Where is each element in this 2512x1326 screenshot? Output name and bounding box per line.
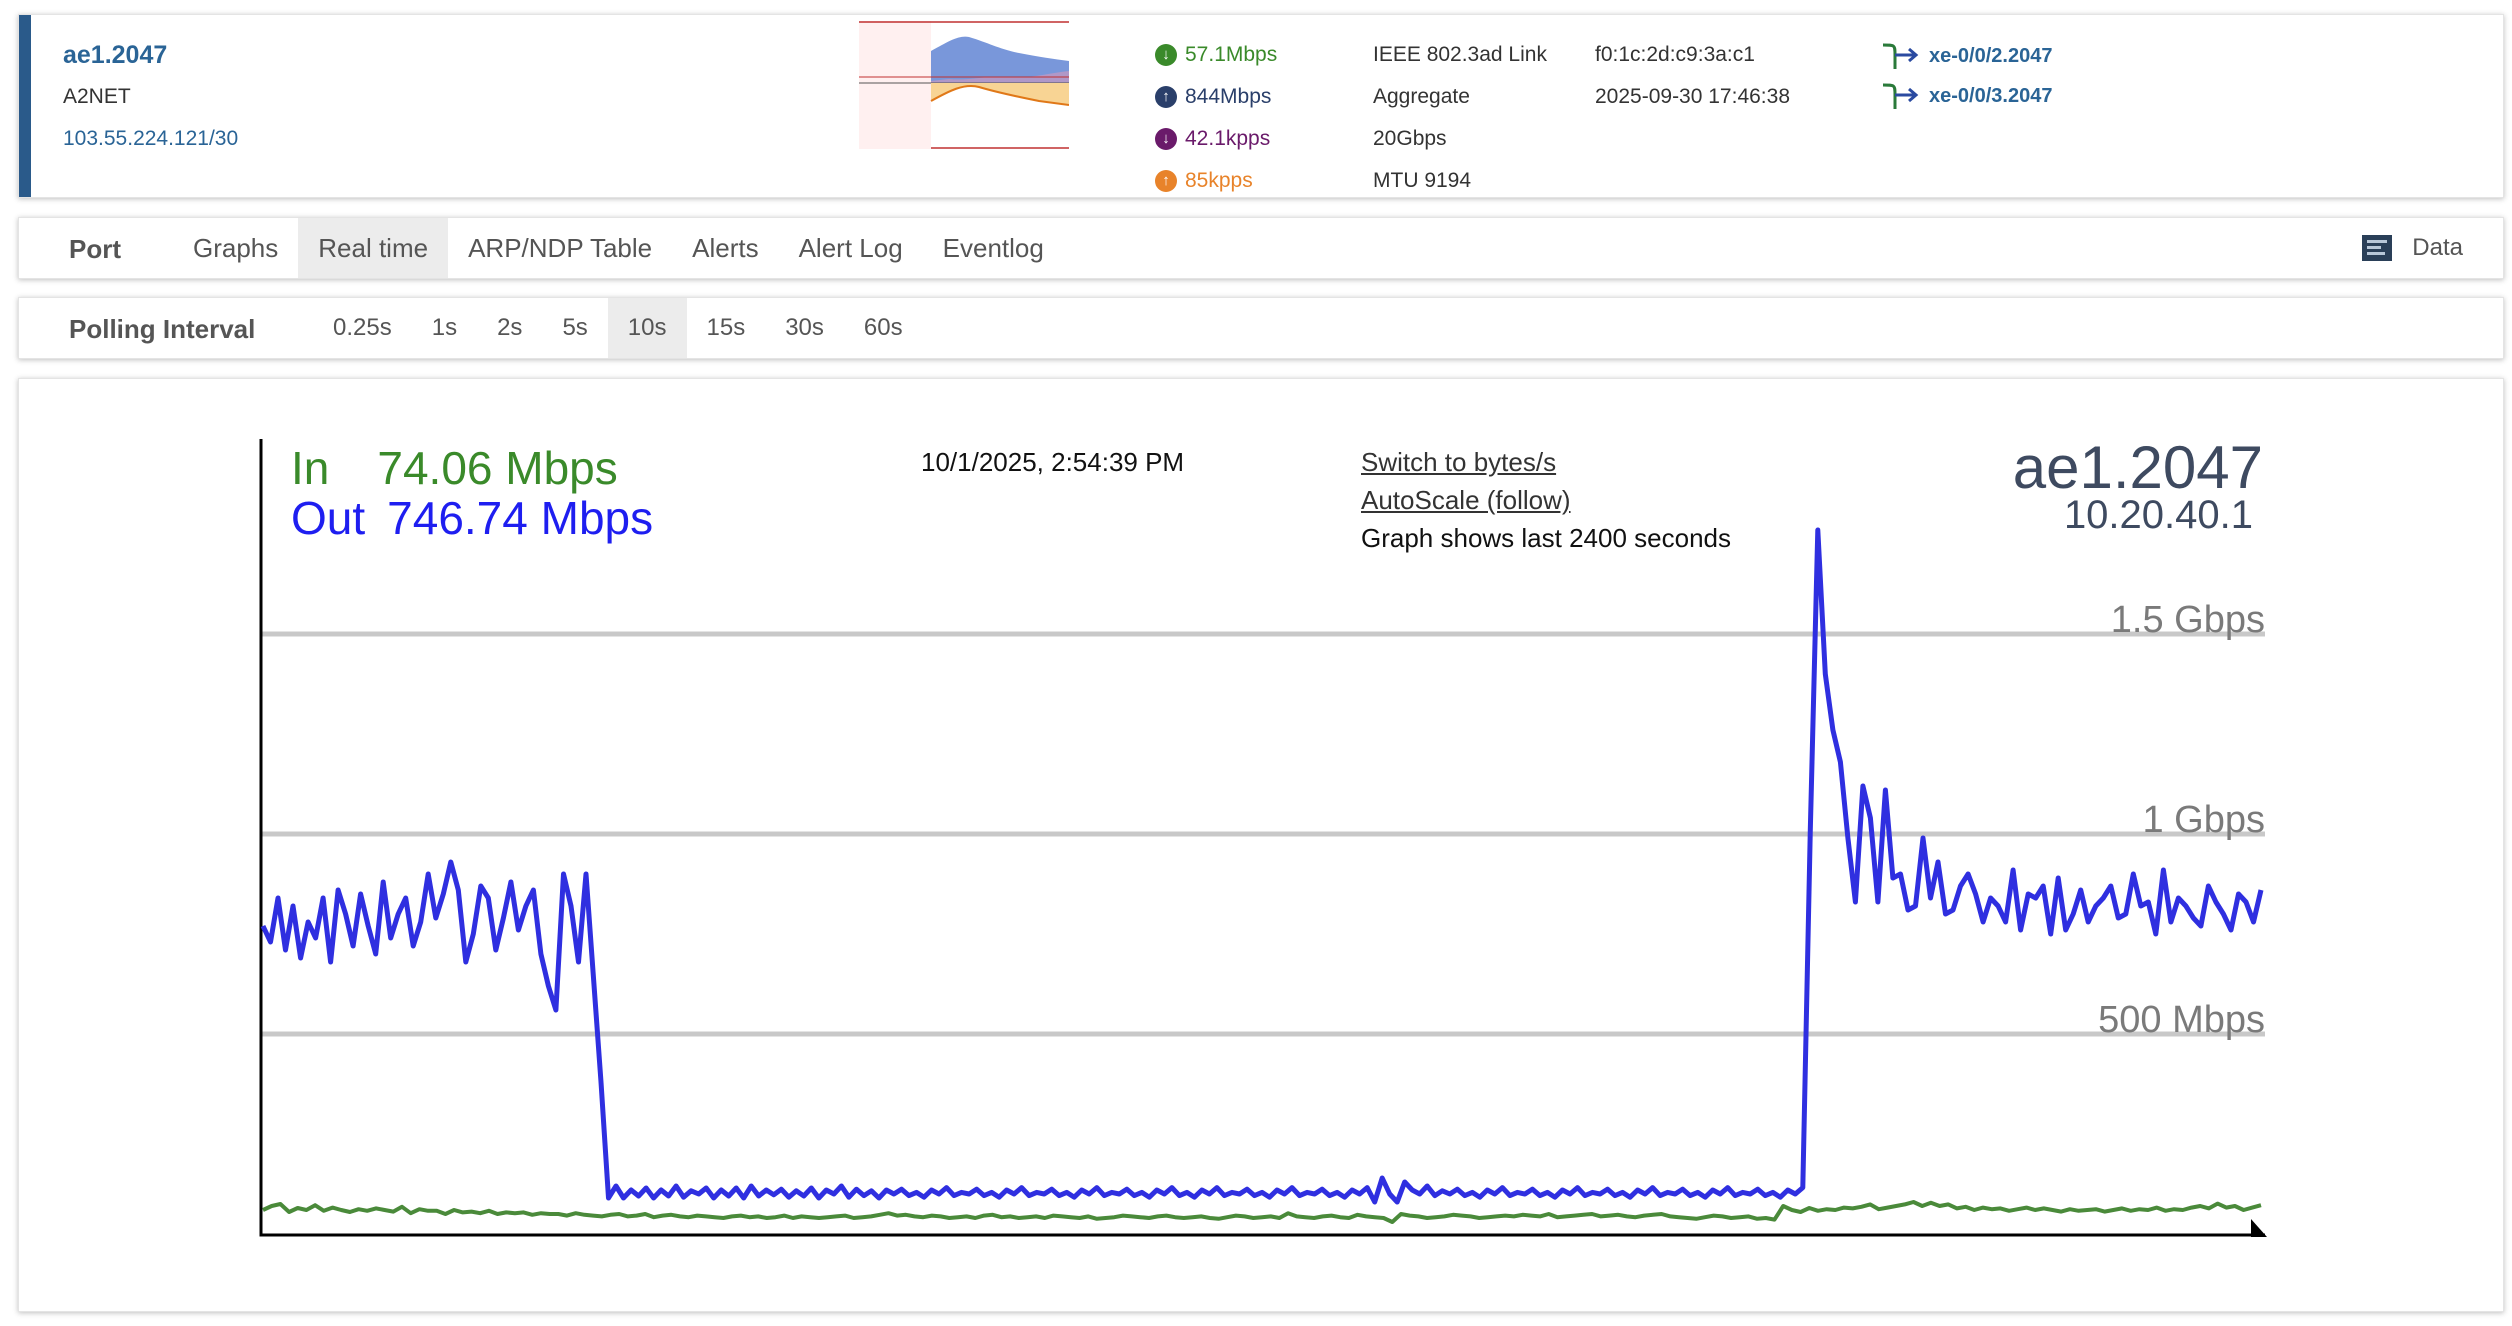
traffic-in-rate: ↓ 57.1Mbps xyxy=(1155,43,1277,67)
switch-units-link[interactable]: Switch to bytes/s xyxy=(1361,447,1557,477)
member-port-link[interactable]: xe-0/0/2.2047 xyxy=(1881,41,2052,71)
port-type: IEEE 802.3ad Link xyxy=(1373,43,1547,66)
packets-out-rate-value: 85kpps xyxy=(1185,169,1253,192)
legend-out-value: 746.74 Mbps xyxy=(387,492,654,544)
series-in-line xyxy=(262,1200,2262,1224)
member-port-label[interactable]: xe-0/0/3.2047 xyxy=(1929,84,2053,107)
polling-title: Polling Interval xyxy=(69,314,256,344)
graph-port-name: ae1.2047 xyxy=(2012,434,2263,501)
arrow-down-circle-icon: ↓ xyxy=(1155,44,1177,66)
port-last-change: 2025-09-30 17:46:38 xyxy=(1595,85,1790,108)
tab-real-time[interactable]: Real time xyxy=(298,218,449,278)
port-mac-address: f0:1c:2d:c9:3a:c1 xyxy=(1595,43,1755,66)
packets-in-rate: ↓ 42.1kpps xyxy=(1155,127,1270,151)
legend-in: In 74.06 Mbps xyxy=(291,441,618,495)
polling-interval-bar: Polling Interval 0.25s 1s 2s 5s 10s 15s 30s 60s xyxy=(18,297,2504,359)
branch-icon xyxy=(1882,83,1919,109)
arrow-up-circle-icon: ↑ xyxy=(1155,170,1177,192)
grid-label: 1 Gbps xyxy=(2142,799,2265,841)
polling-options: 0.25s 1s 2s 5s 10s 15s 30s 60s xyxy=(313,298,923,358)
interval-10s[interactable]: 10s xyxy=(607,298,687,358)
axis-arrow xyxy=(2251,1219,2267,1237)
traffic-out-rate: ↑ 844Mbps xyxy=(1155,85,1271,109)
grid-label: 1.5 Gbps xyxy=(2111,599,2265,641)
tab-arp-ndp-table[interactable]: ARP/NDP Table xyxy=(468,232,653,263)
grid-label: 500 Mbps xyxy=(2098,999,2265,1041)
port-summary-card: ae1.2047 A2NET 103.55.224.121/30 ↓ 57.1M… xyxy=(18,14,2504,198)
graph-timestamp: 10/1/2025, 2:54:39 PM xyxy=(921,447,1185,477)
traffic-out-rate-value: 844Mbps xyxy=(1185,85,1272,108)
packets-in-rate-value: 42.1kpps xyxy=(1185,127,1271,150)
port-name-link[interactable]: ae1.2047 xyxy=(63,41,168,69)
legend-out: Out 746.74 Mbps xyxy=(291,491,653,545)
graph-host-ip: 10.20.40.1 xyxy=(2063,493,2253,537)
realtime-traffic-chart: 500 Mbps 1 Gbps 1.5 Gbps xyxy=(259,439,2267,1237)
interval-30s[interactable]: 30s xyxy=(785,314,824,341)
port-nav-bar: Port Graphs Real time ARP/NDP Table Alerts A… xyxy=(18,217,2504,279)
port-kind: Aggregate xyxy=(1373,85,1470,108)
interval-15s[interactable]: 15s xyxy=(706,314,746,341)
tab-graphs[interactable]: Graphs xyxy=(193,232,279,263)
legend-in-value: 74.06 Mbps xyxy=(377,442,618,494)
data-button-label: Data xyxy=(2412,234,2463,261)
nav-tabs: Graphs Real time ARP/NDP Table Alerts Alert … xyxy=(173,218,1064,278)
chart-axes xyxy=(259,439,2265,1237)
port-ip-address: 103.55.224.121/30 xyxy=(63,127,239,150)
autoscale-link[interactable]: AutoScale (follow) xyxy=(1361,485,1571,515)
traffic-in-rate-value: 57.1Mbps xyxy=(1185,43,1278,66)
interval-0-25s[interactable]: 0.25s xyxy=(333,314,392,341)
arrow-up-circle-icon: ↑ xyxy=(1155,86,1177,108)
arrow-down-circle-icon: ↓ xyxy=(1155,128,1177,150)
table-icon xyxy=(2362,235,2393,261)
mini-traffic-graph[interactable] xyxy=(859,21,1069,149)
data-button[interactable]: Data xyxy=(2362,218,2463,278)
interval-60s[interactable]: 60s xyxy=(863,314,903,341)
interval-1s[interactable]: 1s xyxy=(431,314,458,341)
tab-eventlog[interactable]: Eventlog xyxy=(942,232,1044,263)
graph-duration-note: Graph shows last 2400 seconds xyxy=(1361,523,1731,553)
member-port-label[interactable]: xe-0/0/2.2047 xyxy=(1929,44,2053,67)
port-mtu: MTU 9194 xyxy=(1373,169,1472,192)
legend-out-label: Out xyxy=(291,492,366,544)
legend-in-label: In xyxy=(291,442,330,494)
realtime-graph-card: 500 Mbps 1 Gbps 1.5 Gbps In 74.06 Mbps Out 7… xyxy=(18,378,2504,1312)
series-out-line xyxy=(260,527,2264,1205)
interval-2s[interactable]: 2s xyxy=(497,314,523,341)
nav-title: Port xyxy=(69,234,121,264)
member-port-link[interactable]: xe-0/0/3.2047 xyxy=(1881,81,2052,111)
packets-out-rate: ↑ 85kpps xyxy=(1155,169,1253,193)
status-accent-bar xyxy=(19,15,31,197)
port-speed: 20Gbps xyxy=(1373,127,1447,150)
branch-icon xyxy=(1882,43,1919,69)
interval-5s[interactable]: 5s xyxy=(562,314,588,341)
port-description: A2NET xyxy=(63,85,131,108)
tab-alert-log[interactable]: Alert Log xyxy=(798,232,903,263)
tab-alerts[interactable]: Alerts xyxy=(692,232,759,263)
